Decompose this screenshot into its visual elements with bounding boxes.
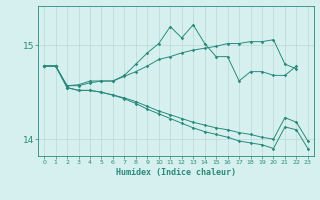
- X-axis label: Humidex (Indice chaleur): Humidex (Indice chaleur): [116, 168, 236, 177]
